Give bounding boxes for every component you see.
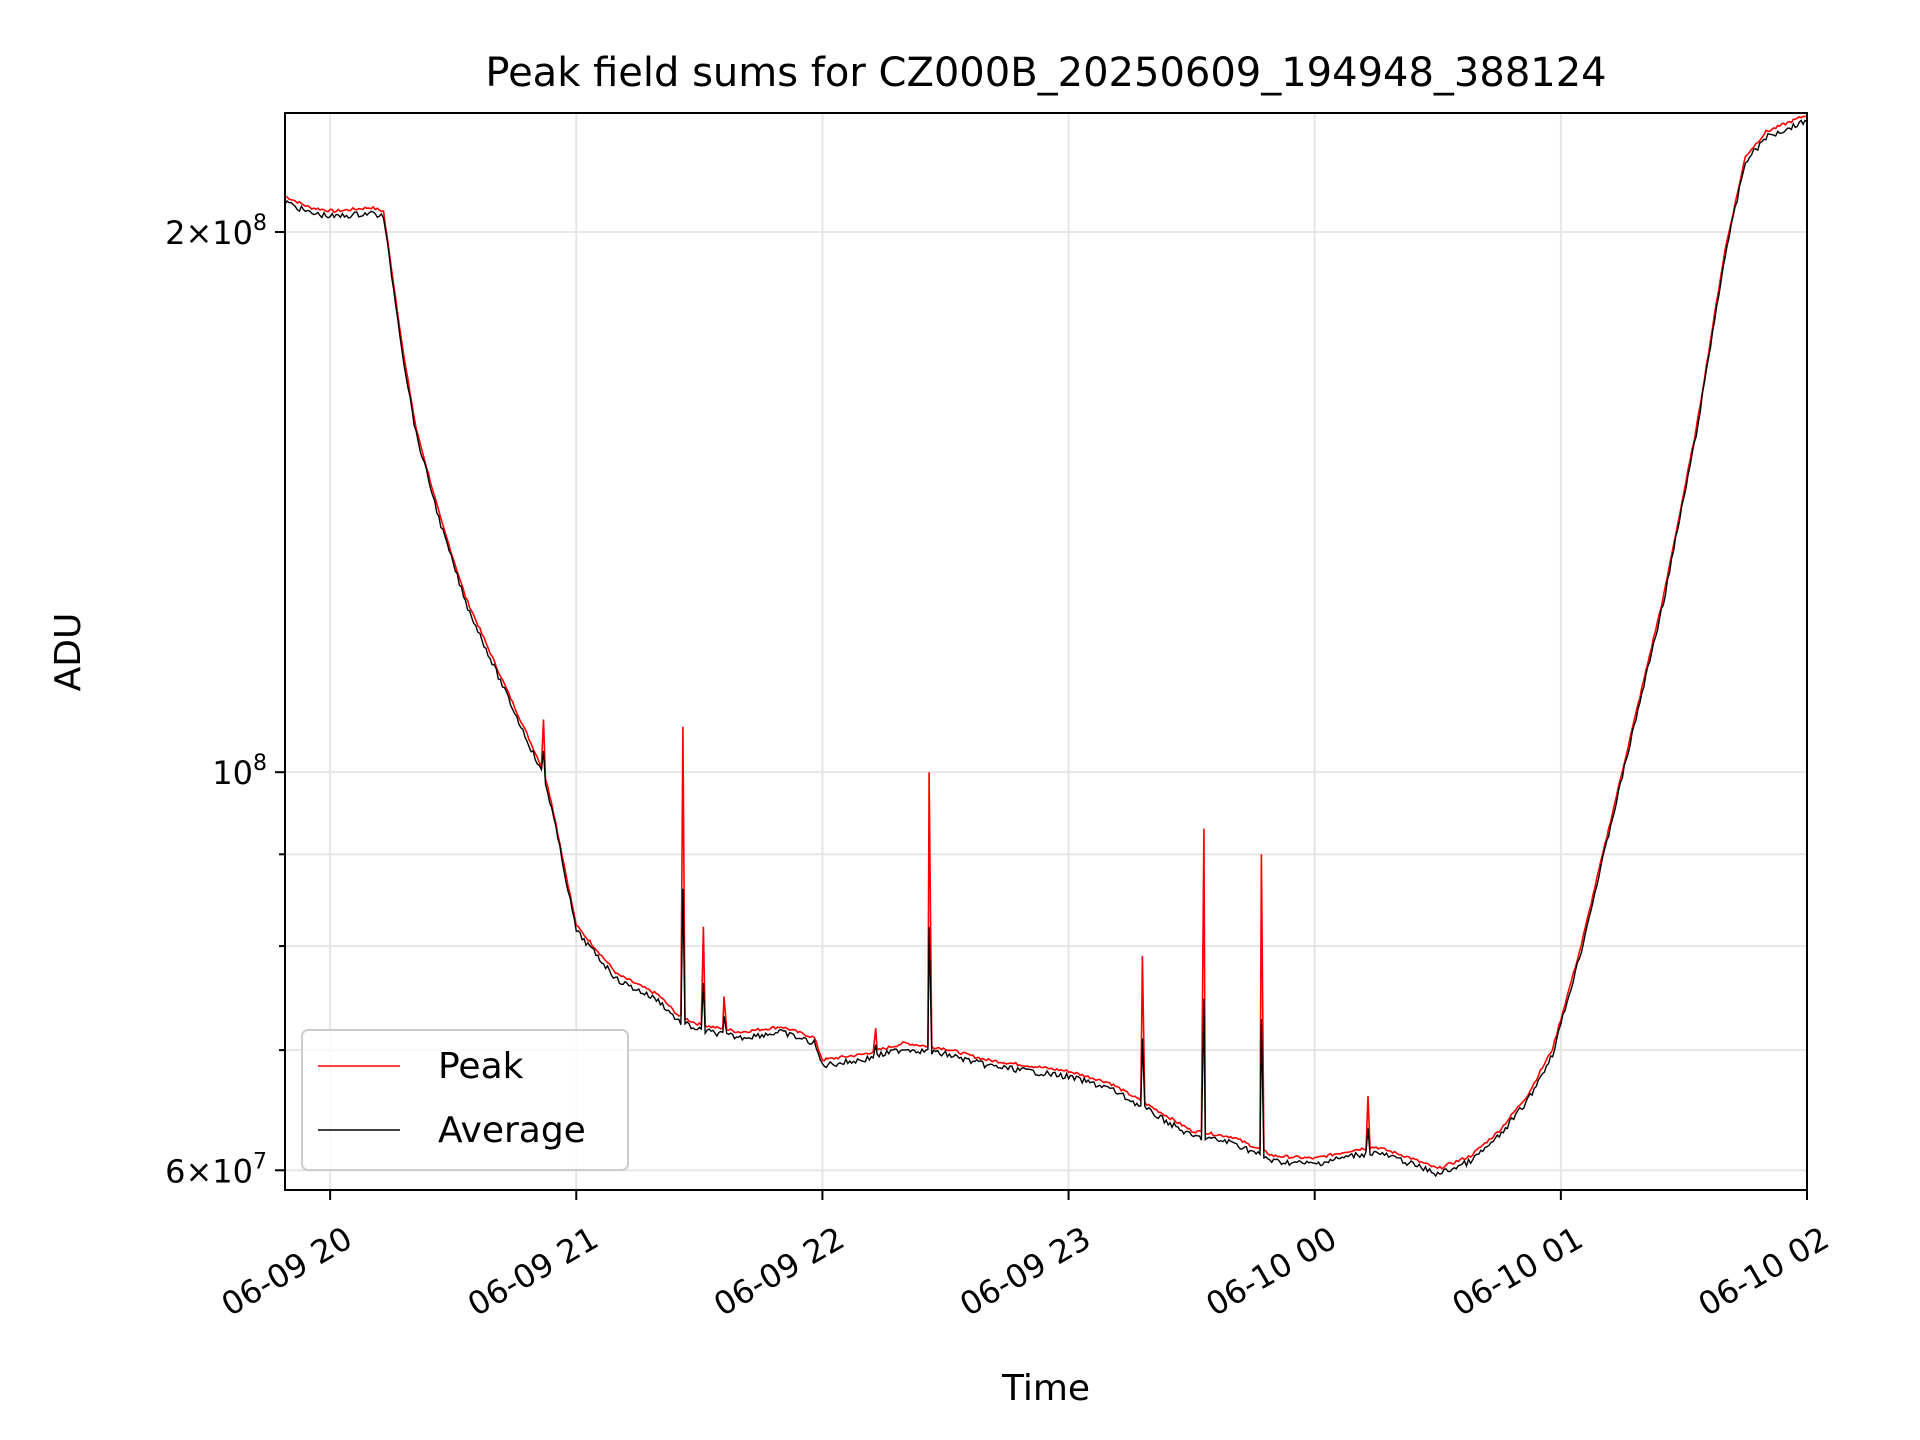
legend-label-average: Average <box>438 1110 586 1151</box>
legend: Peak Average <box>301 1029 629 1171</box>
legend-label-peak: Peak <box>438 1046 524 1087</box>
series-line-average <box>285 119 1807 1178</box>
y-tick-label: 2×108 <box>165 211 267 252</box>
legend-box <box>301 1029 629 1171</box>
y-tick-label: 6×107 <box>165 1149 267 1190</box>
y-axis: 6×107 108 2×108 <box>165 211 285 1190</box>
chart-title: Peak field sums for CZ000B_20250609_1949… <box>485 50 1606 96</box>
y-axis-label: ADU <box>48 613 89 692</box>
plot-frame <box>284 112 1808 1191</box>
x-axis-label: Time <box>1001 1368 1090 1409</box>
plot-series <box>285 115 1807 1178</box>
y-tick-label: 108 <box>212 751 267 792</box>
